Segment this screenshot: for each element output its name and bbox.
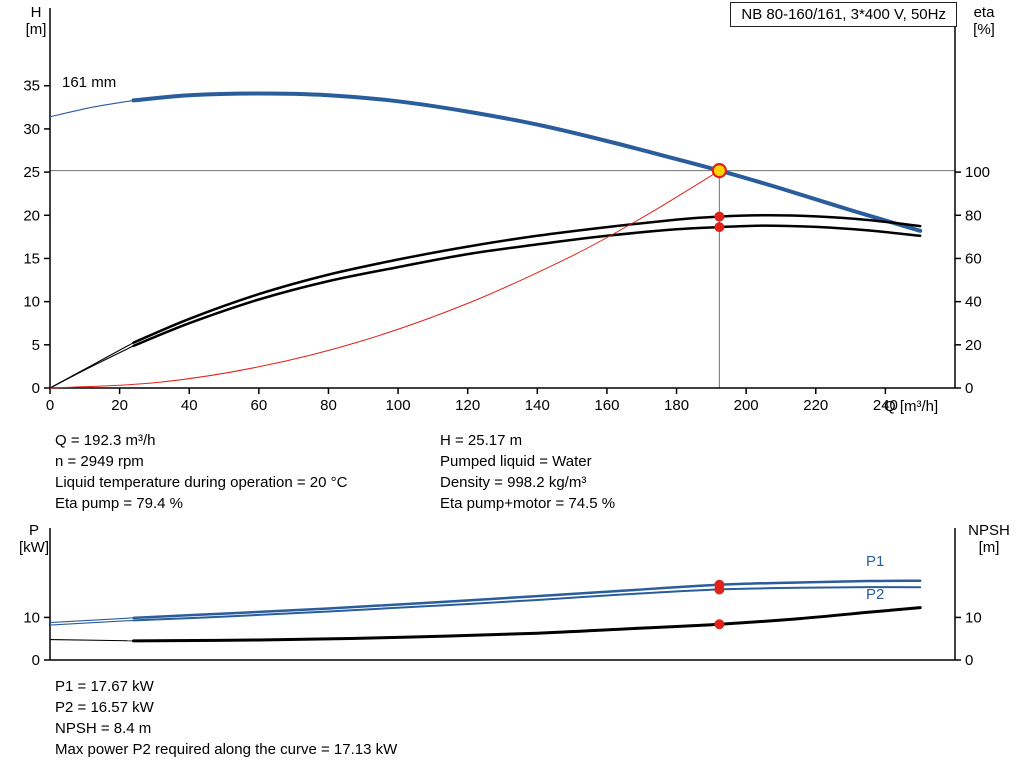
q-axis-label: Q [m³/h]	[884, 398, 939, 415]
npsh-curve-lead	[49, 639, 134, 642]
readout-block-bottom: P1 = 17.67 kW P2 = 16.57 kW NPSH = 8.4 m…	[55, 676, 397, 760]
readout-max-power: Max power P2 required along the curve = …	[55, 741, 398, 758]
p2-point	[714, 584, 725, 595]
qh-eta-chart-x-tick-label: 20	[111, 397, 128, 414]
p2-curve-lead	[49, 619, 134, 626]
qh-eta-chart-x-tick-label: 60	[251, 397, 268, 414]
power-npsh-chart-yl-tick-label: 10	[23, 609, 40, 626]
qh-eta-chart-yr-tick-label: 60	[965, 250, 982, 267]
readout-pumped-liquid: Pumped liquid = Water	[440, 453, 592, 470]
npsh-point	[714, 619, 725, 630]
qh-eta-chart-yl-tick-label: 0	[32, 380, 40, 397]
p1-curve-lead	[49, 617, 134, 624]
eta-pump-motor-point	[714, 222, 725, 233]
qh-eta-chart-yl-tick-label: 15	[23, 250, 40, 267]
qh-eta-chart-x-tick-label: 220	[803, 397, 828, 414]
readout-density: Density = 998.2 kg/m³	[440, 474, 587, 491]
qh-eta-chart-yr-tick-label: 0	[965, 380, 973, 397]
qh-eta-chart-x-tick-label: 120	[455, 397, 480, 414]
h-axis-label: H [m]	[25, 4, 47, 38]
power-npsh-chart-yl-tick-label: 0	[32, 652, 40, 669]
npsh-curve	[132, 606, 922, 643]
qh-eta-chart-x-tick-label: 160	[594, 397, 619, 414]
qh-eta-chart-x-tick-label: 80	[320, 397, 337, 414]
readout-liquid-temperature: Liquid temperature during operation = 20…	[55, 474, 348, 491]
power-npsh-chart-yr-tick-label: 10	[965, 609, 982, 626]
readout-column-left: Q = 192.3 m³/h n = 2949 rpm Liquid tempe…	[55, 430, 347, 514]
qh-eta-chart-x-tick-label: 240	[873, 397, 898, 414]
readout-eta-pump: Eta pump = 79.4 %	[55, 495, 183, 512]
readout-eta-pump-motor: Eta pump+motor = 74.5 %	[440, 495, 616, 512]
eta-pump-motor-curve-lead	[49, 345, 134, 389]
p1-curve	[132, 579, 922, 620]
system-curve	[49, 170, 720, 389]
qh-eta-chart-x-tick-label: 40	[181, 397, 198, 414]
eta-pump-motor-curve	[132, 224, 922, 348]
eta-pump-point	[714, 211, 725, 222]
qh-eta-chart-yl-tick-label: 25	[23, 164, 40, 181]
qh-eta-chart-yr-tick-label: 80	[965, 207, 982, 224]
readout-h: H = 25.17 m	[440, 432, 523, 449]
head-curve-161mm-lead	[49, 99, 134, 118]
qh-eta-chart-x-tick-label: 140	[525, 397, 550, 414]
qh-eta-chart-yr-tick-label: 100	[965, 164, 990, 181]
p2-curve	[132, 586, 922, 622]
qh-eta-chart-yl-tick-label: 10	[23, 294, 40, 311]
pump-title-box: NB 80-160/161, 3*400 V, 50Hz	[730, 2, 957, 27]
operating-point[interactable]	[711, 163, 727, 179]
head-curve-161mm	[131, 91, 923, 233]
impeller-diameter-label: 161 mm	[62, 74, 117, 91]
readout-p2: P2 = 16.57 kW	[55, 699, 154, 716]
readout-p1: P1 = 17.67 kW	[55, 678, 154, 695]
qh-eta-chart-x-tick-label: 200	[734, 397, 759, 414]
eta-axis-label: eta [%]	[973, 4, 995, 38]
qh-eta-chart-x-tick-label: 0	[46, 397, 54, 414]
eta-pump-curve	[132, 214, 922, 344]
qh-eta-chart-yl-tick-label: 30	[23, 121, 40, 138]
readout-column-right: H = 25.17 m Pumped liquid = Water Densit…	[440, 430, 615, 514]
npsh-axis-label: NPSH [m]	[968, 522, 1010, 556]
readout-q: Q = 192.3 m³/h	[55, 432, 156, 449]
qh-eta-chart-yl-tick-label: 35	[23, 78, 40, 95]
readout-n: n = 2949 rpm	[55, 453, 144, 470]
qh-eta-chart-yl-tick-label: 5	[32, 337, 40, 354]
power-npsh-chart-yr-tick-label: 0	[965, 652, 973, 669]
p-axis-label: P [kW]	[19, 522, 49, 556]
qh-eta-chart-x-tick-label: 180	[664, 397, 689, 414]
pump-title: NB 80-160/161, 3*400 V, 50Hz	[741, 6, 946, 23]
p2-series-label: P2	[866, 586, 885, 603]
qh-eta-chart-yr-tick-label: 20	[965, 337, 982, 354]
qh-eta-chart-yr-tick-label: 40	[965, 294, 982, 311]
readout-npsh: NPSH = 8.4 m	[55, 720, 152, 737]
qh-eta-chart-yl-tick-label: 20	[23, 207, 40, 224]
p1-series-label: P1	[866, 553, 885, 570]
qh-eta-chart-x-tick-label: 100	[386, 397, 411, 414]
